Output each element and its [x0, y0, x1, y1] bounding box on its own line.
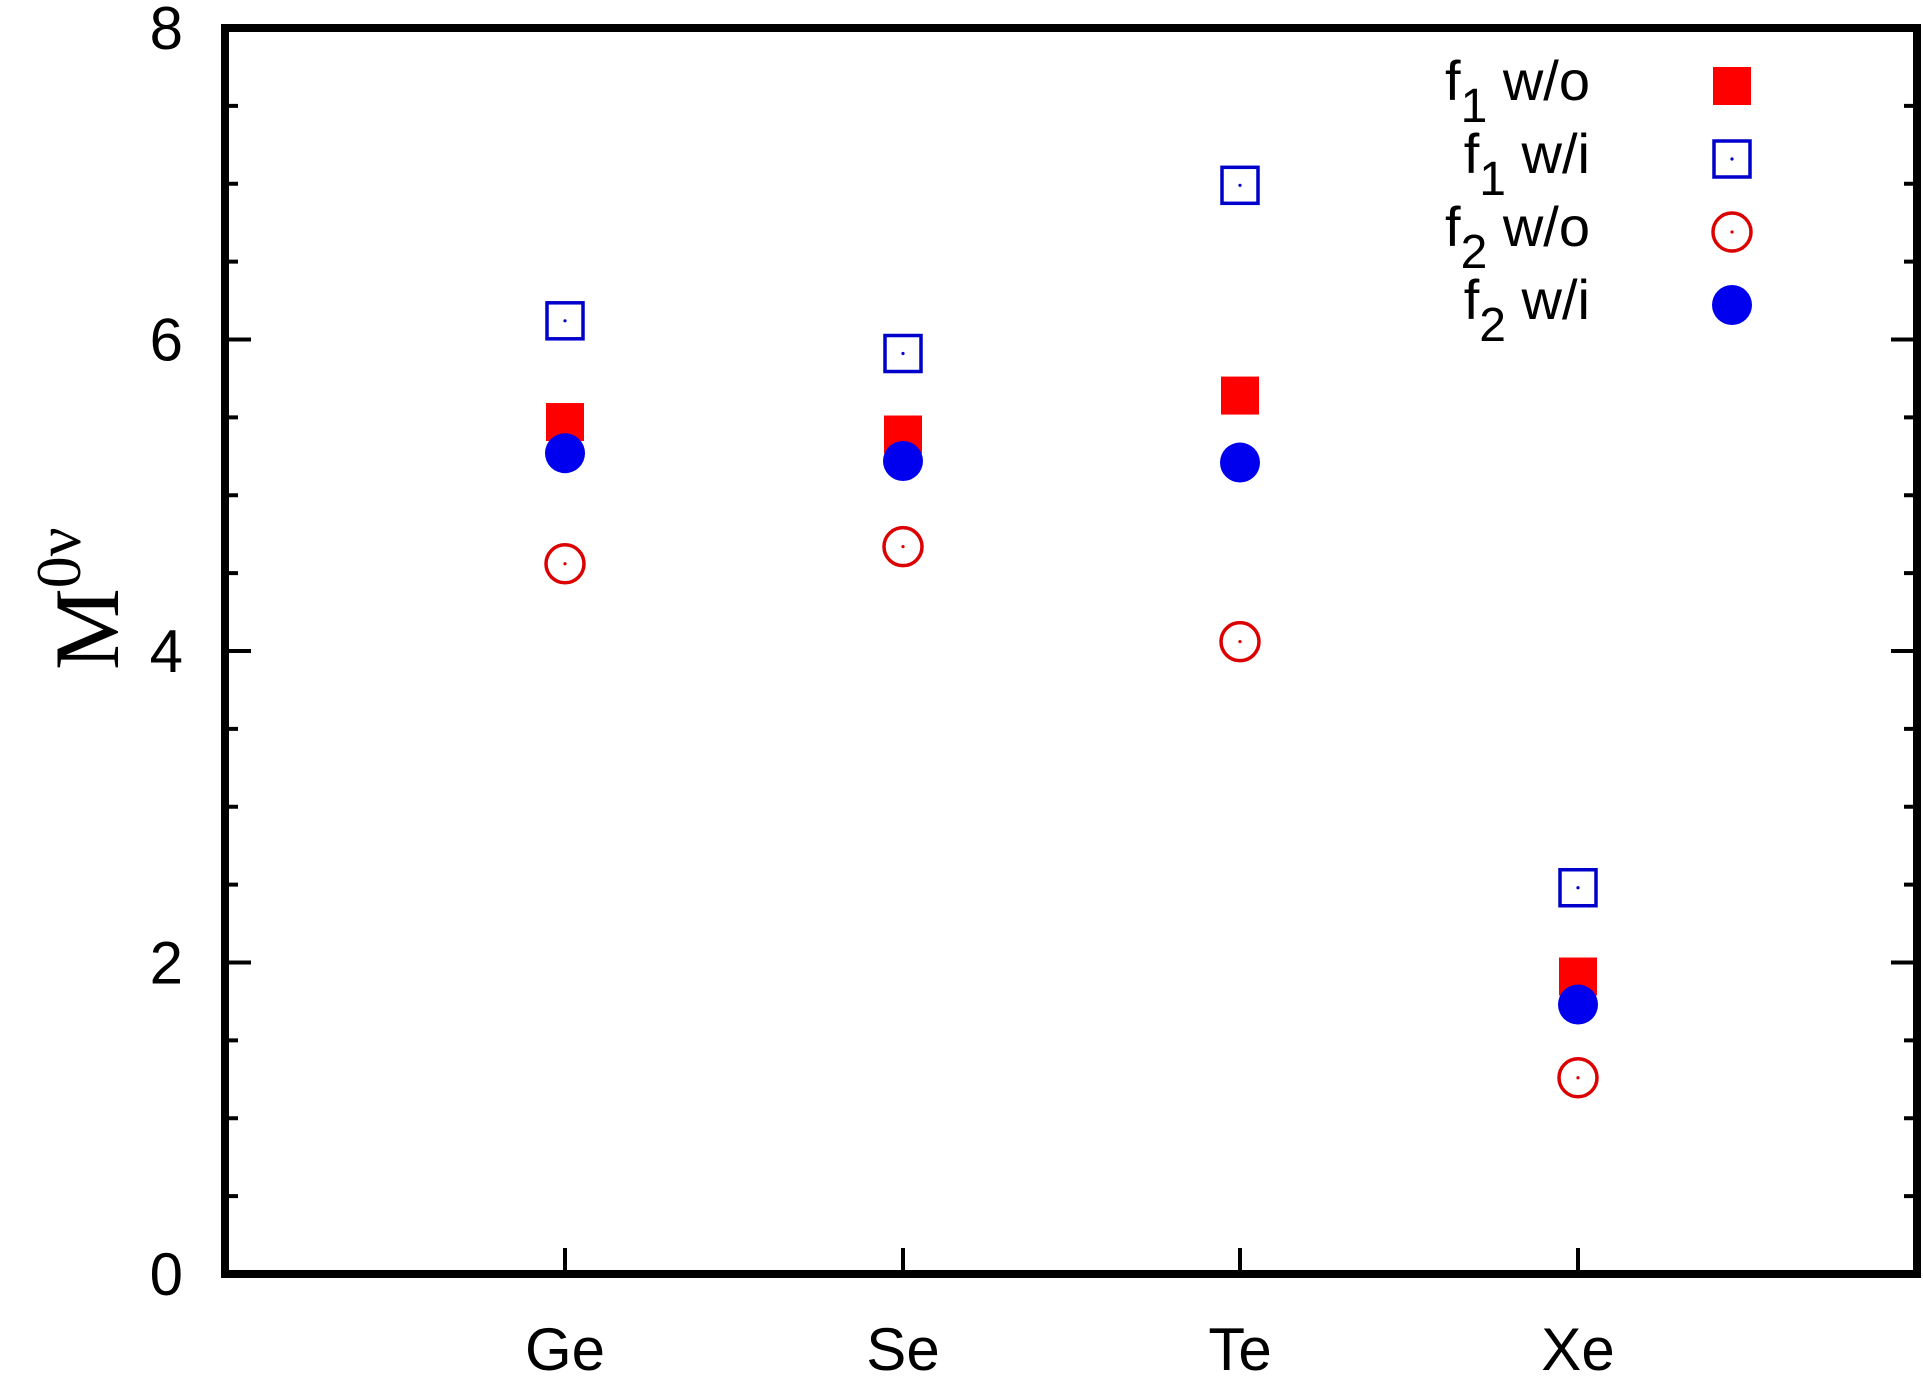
data-point [1219, 620, 1261, 663]
legend-label: f2 w/i [1464, 268, 1590, 352]
x-tick-label: Xe [1541, 1316, 1614, 1377]
y-axis-label-main: M [36, 588, 138, 670]
data-point [882, 525, 924, 568]
data-point [1557, 1057, 1599, 1099]
legend-marker [1712, 285, 1752, 325]
legend-marker [1712, 139, 1752, 179]
legend: f1 w/of1 w/if2 w/of2 w/i [1445, 49, 1753, 352]
legend-marker [1713, 67, 1751, 105]
data-point [544, 543, 586, 585]
data-points [544, 165, 1599, 1099]
y-tick-label: 2 [150, 930, 183, 997]
data-point [1558, 984, 1598, 1025]
data-point [1221, 376, 1259, 415]
x-tick-label: Ge [525, 1316, 605, 1377]
ticks-layer [225, 26, 1917, 1276]
plot-frame [221, 24, 1921, 1278]
legend-label: f1 w/i [1464, 122, 1590, 206]
data-point [1558, 867, 1598, 908]
legend-label: f1 w/o [1445, 49, 1590, 133]
legend-marker [1711, 211, 1753, 253]
y-tick-label: 0 [150, 1241, 183, 1308]
data-point [545, 433, 585, 474]
x-tick-label: Te [1208, 1316, 1271, 1377]
data-point [545, 301, 585, 341]
x-tick-label: Se [866, 1316, 939, 1377]
y-axis-label-superscript: 0ν [23, 527, 94, 588]
y-tick-label: 6 [150, 307, 183, 374]
legend-label: f2 w/o [1445, 195, 1590, 279]
y-axis-label: M0ν [23, 527, 138, 670]
y-tick-label: 4 [150, 618, 183, 685]
data-point [883, 440, 923, 481]
y-tick-labels: 0 2 4 6 8 [150, 0, 183, 1308]
data-point [1220, 442, 1260, 483]
y-tick-label: 8 [150, 0, 183, 62]
x-tick-labels: Ge Se Te Xe [525, 1316, 1615, 1377]
data-point [883, 333, 923, 374]
data-point [1220, 165, 1260, 206]
